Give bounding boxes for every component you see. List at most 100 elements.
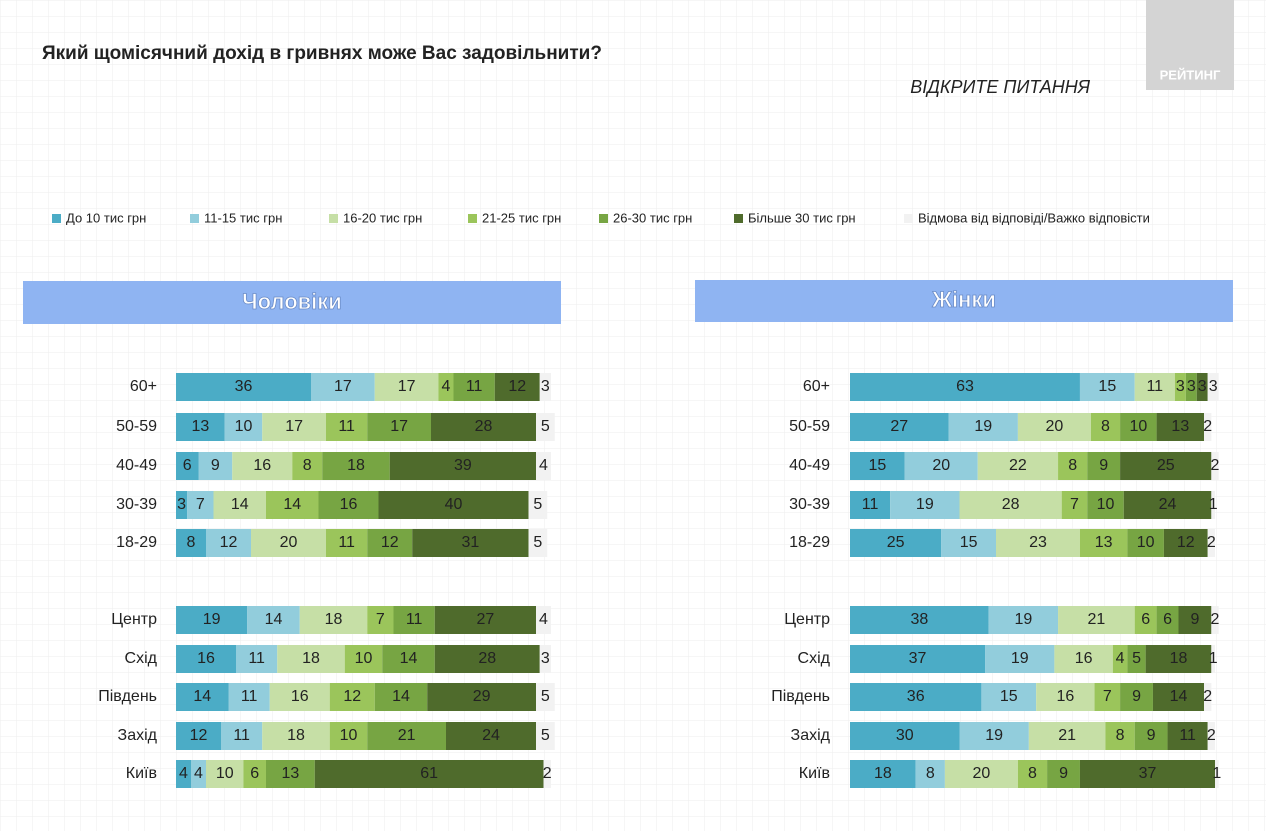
value-label: 63: [956, 378, 974, 395]
bar-segment: [1087, 452, 1121, 480]
category-label: 60+: [130, 378, 157, 395]
category-label: Схід: [798, 650, 831, 667]
value-label: 40: [445, 496, 463, 513]
value-label: 20: [973, 765, 991, 782]
value-label: 29: [473, 688, 491, 705]
bar-segment: [326, 529, 368, 557]
value-label: 11: [241, 688, 258, 705]
value-label: 2: [1207, 534, 1216, 551]
value-label: 19: [203, 611, 221, 628]
value-label: 11: [466, 378, 483, 395]
bar-segment: [1079, 529, 1128, 557]
value-label: 9: [1099, 457, 1108, 474]
bar-segment: [176, 413, 225, 441]
value-label: 6: [250, 765, 259, 782]
bar-segment: [850, 529, 942, 557]
value-label: 11: [1179, 727, 1196, 744]
value-label: 3: [541, 378, 550, 395]
bar-segment: [228, 683, 270, 711]
bar-segment: [329, 722, 368, 750]
bar-segment: [1047, 760, 1080, 788]
value-label: 8: [1116, 727, 1125, 744]
category-label: Схід: [125, 650, 158, 667]
bar-segment: [262, 413, 326, 441]
value-label: 5: [533, 496, 542, 513]
value-label: 10: [340, 727, 358, 744]
bar-segment: [1211, 491, 1215, 519]
bar-segment: [1054, 645, 1113, 673]
bar-segment: [1178, 606, 1212, 634]
value-label: 16: [1075, 650, 1093, 667]
bar-segment: [1094, 683, 1121, 711]
bar-segment: [1120, 452, 1212, 480]
bar-segment: [1127, 529, 1164, 557]
bar-segment: [1134, 606, 1157, 634]
bar-segment: [453, 373, 495, 401]
bar-segment: [539, 645, 551, 673]
value-label: 20: [1046, 418, 1064, 435]
bar-segment: [176, 491, 188, 519]
bar-segment: [1152, 683, 1205, 711]
bar-segment: [1127, 645, 1146, 673]
value-label: 20: [932, 457, 950, 474]
value-label: 11: [233, 727, 250, 744]
value-label: 12: [381, 534, 399, 551]
value-label: 9: [1132, 688, 1141, 705]
bar-segment: [1105, 722, 1135, 750]
value-label: 16: [253, 457, 271, 474]
value-label: 7: [196, 496, 205, 513]
bar-segment: [326, 413, 368, 441]
value-label: 2: [1211, 457, 1220, 474]
value-label: 19: [974, 418, 992, 435]
category-label: 18-29: [789, 534, 830, 551]
bar-segment: [1196, 373, 1208, 401]
value-label: 11: [406, 611, 423, 628]
bar-segment: [850, 452, 905, 480]
value-label: 36: [907, 688, 925, 705]
bar-segment: [528, 529, 548, 557]
bar-segment: [367, 413, 431, 441]
panel-header: [695, 280, 1233, 322]
bar-segment: [850, 491, 891, 519]
bar-segment: [904, 452, 978, 480]
bar-segment: [213, 491, 266, 519]
bar-segment: [944, 760, 1018, 788]
value-label: 8: [1028, 765, 1037, 782]
bar-segment: [187, 491, 214, 519]
bar-segment: [536, 606, 551, 634]
bar-segment: [1079, 760, 1215, 788]
value-label: 6: [183, 457, 192, 474]
value-label: 2: [1203, 418, 1212, 435]
value-label: 4: [539, 457, 548, 474]
bar-segment: [850, 683, 982, 711]
bar-segment: [1134, 722, 1168, 750]
bar-segment: [292, 452, 323, 480]
bar-segment: [176, 760, 191, 788]
value-label: 10: [355, 650, 373, 667]
bar-segment: [266, 491, 319, 519]
bar-segment: [367, 722, 446, 750]
category-label: 40-49: [116, 457, 157, 474]
bar-segment: [1017, 413, 1091, 441]
category-label: Київ: [126, 765, 157, 782]
bar-segment: [344, 645, 383, 673]
bar-segment: [311, 373, 375, 401]
value-label: 1: [1212, 765, 1221, 782]
bar-segment: [1215, 760, 1219, 788]
bar-segment: [176, 452, 199, 480]
bar-segment: [329, 683, 375, 711]
legend-swatch: [468, 214, 477, 223]
bar-segment: [427, 683, 536, 711]
value-label: 9: [211, 457, 220, 474]
value-label: 7: [376, 611, 385, 628]
value-label: 3: [1198, 378, 1207, 395]
value-label: 15: [1000, 688, 1018, 705]
value-label: 20: [280, 534, 298, 551]
value-label: 7: [1103, 688, 1112, 705]
bar-segment: [438, 373, 454, 401]
legend-swatch: [734, 214, 743, 223]
value-label: 4: [194, 765, 203, 782]
bar-segment: [536, 413, 555, 441]
bar-segment: [176, 645, 236, 673]
category-label: Київ: [799, 765, 830, 782]
